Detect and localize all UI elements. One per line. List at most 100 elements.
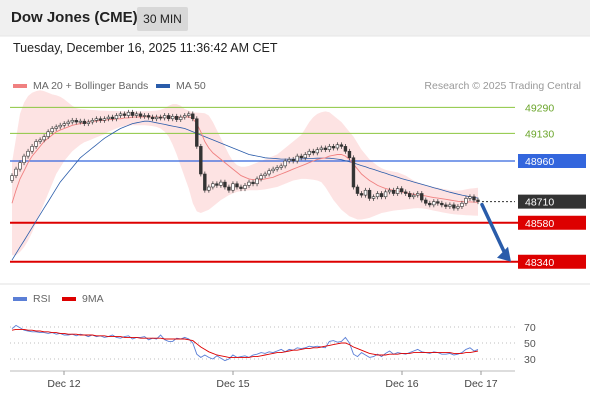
candle-body <box>347 150 352 159</box>
rsi-tick-label-70: 70 <box>524 322 536 334</box>
candle-body <box>62 123 66 126</box>
candle-body <box>395 188 400 194</box>
candle-body <box>283 160 287 167</box>
candle-body <box>267 170 271 175</box>
candle-body <box>319 147 324 150</box>
datetime-label: Tuesday, December 16, 2025 11:36:42 AM C… <box>13 41 278 55</box>
candle-body <box>179 116 183 120</box>
legend-label-rsi: RSI <box>33 293 51 305</box>
candle-body <box>355 186 360 194</box>
candle-body <box>323 147 328 150</box>
legend-label-rsi-ma: 9MA <box>82 293 104 305</box>
candle-body <box>303 154 307 159</box>
candle-body <box>387 189 392 193</box>
candle-body <box>170 116 175 120</box>
candle-body <box>199 146 203 175</box>
candle-body <box>166 115 171 120</box>
candle-body <box>227 186 231 191</box>
bollinger-band-area <box>12 90 478 256</box>
candle-body <box>90 120 95 123</box>
candle-body <box>14 168 18 176</box>
candle-body <box>259 175 263 180</box>
candle-body <box>118 113 123 116</box>
candle-body <box>50 128 54 133</box>
candle-body <box>26 150 30 157</box>
candle-body <box>460 202 464 207</box>
candle-body <box>195 118 199 147</box>
candle-body <box>448 204 452 207</box>
candle-body <box>58 124 62 128</box>
candle-body <box>146 115 151 118</box>
candle-body <box>114 115 119 120</box>
price-level-label-49290: 49290 <box>525 102 554 114</box>
candle-body <box>10 175 14 181</box>
credit-label: Research © 2025 Trading Central <box>424 80 581 92</box>
chart-header: Dow Jones (CME) 30 MIN <box>0 0 590 36</box>
ma50-swatch <box>156 84 170 88</box>
candle-body <box>203 173 207 191</box>
candle-body <box>42 136 46 141</box>
candle-body <box>74 120 78 123</box>
candle-body <box>150 116 155 120</box>
candle-body <box>412 194 416 198</box>
rsi-tick-label-50: 50 <box>524 338 536 350</box>
price-level-badge-48960 <box>518 154 586 168</box>
candle-body <box>243 185 247 189</box>
candle-body <box>70 120 74 123</box>
candle-body <box>110 116 115 120</box>
candle-body <box>371 196 376 199</box>
candle-body <box>476 199 480 202</box>
candle-body <box>339 144 344 147</box>
legend-label-ma50: MA 50 <box>176 80 206 92</box>
ma20-swatch <box>13 84 27 88</box>
candle-body <box>94 118 99 121</box>
candle-body <box>98 118 103 121</box>
price-level-label-48710: 48710 <box>525 197 554 209</box>
price-level-badge-48340 <box>518 254 586 269</box>
candle-body <box>315 149 320 154</box>
candle-body <box>359 193 364 196</box>
candle-body <box>207 186 211 191</box>
candle-body <box>452 204 456 209</box>
timeframe-badge[interactable]: 30 MIN <box>137 7 188 31</box>
candle-body <box>215 183 219 186</box>
candle-body <box>66 121 70 124</box>
candle-body <box>408 193 412 198</box>
candle-body <box>138 113 143 117</box>
candle-body <box>416 193 420 196</box>
candle-body <box>38 139 42 142</box>
price-level-label-48960: 48960 <box>525 156 554 168</box>
candle-body <box>54 126 58 129</box>
candle-body <box>86 121 91 124</box>
candle-body <box>311 150 315 154</box>
candle-body <box>335 144 340 149</box>
candle-body <box>46 131 50 137</box>
candle-body <box>18 162 22 170</box>
candle-body <box>444 204 448 207</box>
candle-body <box>106 116 111 120</box>
candle-body <box>30 146 34 152</box>
rsi-line <box>11 324 479 362</box>
candle-body <box>307 150 311 155</box>
forecast-arrow-shaft <box>480 202 508 258</box>
rsi-ma-swatch <box>62 297 76 301</box>
candle-body <box>211 183 215 188</box>
candle-body <box>456 206 460 209</box>
candle-body <box>367 189 372 199</box>
candle-body <box>279 165 283 168</box>
x-tick-label: Dec 15 <box>216 378 249 390</box>
candle-body <box>291 159 295 162</box>
candle-body <box>436 201 440 204</box>
candle-body <box>379 193 384 198</box>
candle-body <box>251 181 255 185</box>
price-level-label-48580: 48580 <box>525 218 554 230</box>
candle-body <box>351 157 356 188</box>
candle-body <box>275 167 279 170</box>
candle-body <box>420 193 424 201</box>
candle-body <box>468 196 472 199</box>
candle-body <box>22 155 26 163</box>
price-level-label-48340: 48340 <box>525 257 554 269</box>
candle-body <box>34 141 38 147</box>
candle-body <box>287 159 291 162</box>
